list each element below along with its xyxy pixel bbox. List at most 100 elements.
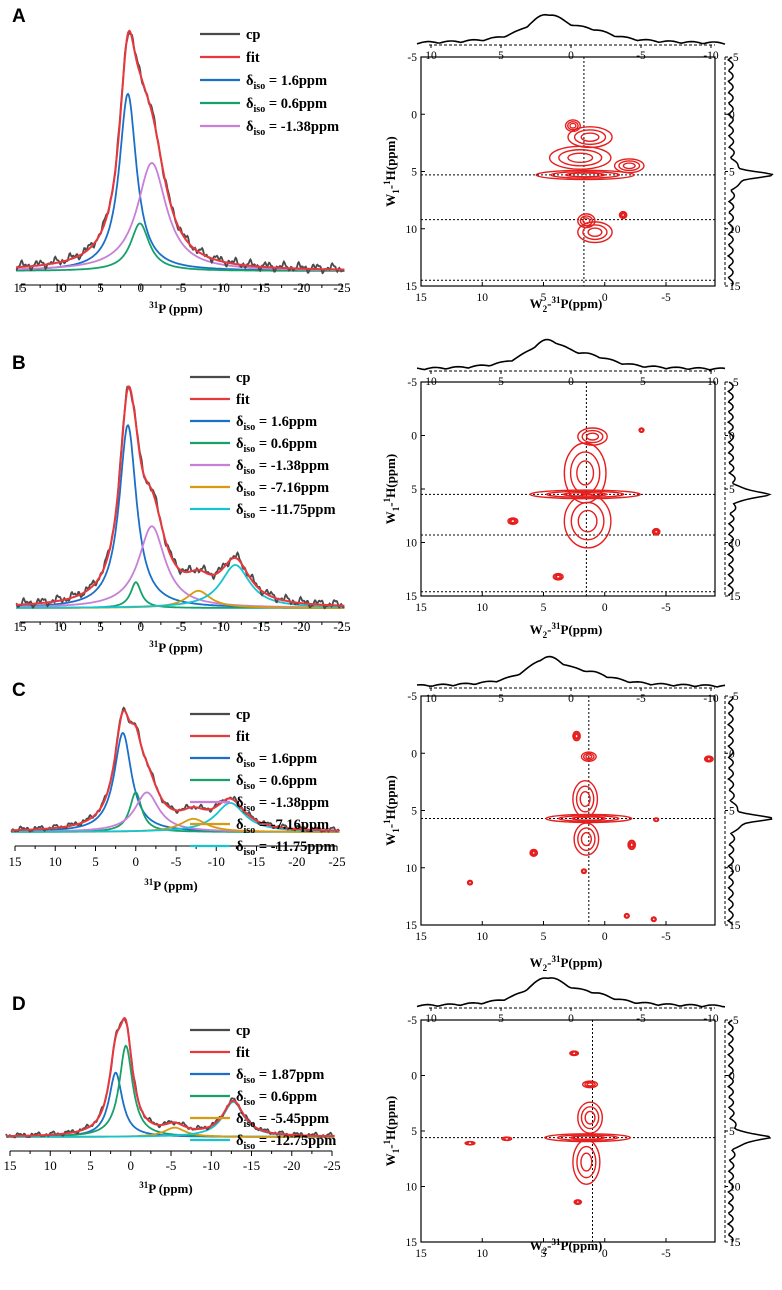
legend-value: = -12.75ppm: [255, 1133, 336, 1149]
x-axis-title-text: -: [547, 1238, 551, 1253]
y-tick-label: 0: [411, 748, 417, 760]
y-tick-label: 10: [406, 1182, 418, 1194]
top-tick-label: 5: [498, 50, 504, 62]
contour: [467, 880, 473, 885]
y-tick-label: 10: [406, 863, 418, 875]
right-tick-label: 0: [729, 431, 735, 443]
right-tick-label: 15: [729, 591, 741, 603]
delta-subscript: iso: [244, 466, 256, 477]
contour: [576, 460, 595, 486]
x-axis-title-text: W: [530, 955, 543, 970]
y-axis-title-text: W: [383, 833, 398, 846]
contour: [652, 528, 660, 535]
x-axis-title-sub: 2: [543, 963, 548, 973]
y-axis-title-text: W: [383, 1153, 398, 1166]
y-axis-title-2d: W1-1H(ppm): [382, 1096, 401, 1166]
x-tick-label: -5: [661, 931, 671, 943]
right-projection: [726, 381, 772, 597]
top-tick-label: -10: [703, 50, 719, 62]
delta-symbol: δ: [246, 119, 254, 135]
contour: [580, 132, 600, 142]
contour: [558, 815, 620, 823]
delta-symbol: δ: [246, 96, 254, 112]
contour: [562, 491, 608, 497]
contour: [579, 791, 591, 808]
legend-value: = -7.16ppm: [255, 480, 329, 496]
contour: [558, 149, 603, 167]
legend-label: δiso = -1.38ppm: [236, 458, 329, 477]
contour: [585, 432, 600, 441]
y-tick-label: 5: [411, 1126, 417, 1138]
y-axis-title-sup: 1: [382, 1139, 392, 1144]
legend-value: = -7.16ppm: [255, 817, 329, 833]
x-axis-title-2d: W2-31P(ppm): [530, 295, 603, 314]
x-tick-label: 5: [97, 280, 104, 295]
top-tick-label: 0: [568, 376, 574, 388]
y-tick-label: 10: [406, 538, 418, 550]
right-tick-label: 15: [729, 920, 741, 932]
x-tick-label: -25: [333, 619, 350, 634]
x-axis-title-sup: 31: [551, 954, 561, 964]
right-tick-label: 10: [729, 224, 741, 236]
contour: [572, 730, 581, 742]
x-tick-label: 10: [477, 931, 489, 943]
legend-value: = 0.6ppm: [255, 773, 317, 789]
y-tick-label: -5: [407, 377, 417, 389]
contour: [555, 574, 561, 579]
x-tick-label: -5: [661, 602, 671, 614]
legend-label: δiso = -7.16ppm: [236, 480, 329, 499]
contour: [510, 518, 516, 524]
y-tick-label: 10: [406, 224, 418, 236]
panel-label: D: [12, 994, 26, 1015]
y-tick-label: 0: [411, 431, 417, 443]
x-axis-title-2d: W2-31P(ppm): [530, 954, 603, 973]
x-tick-label: 10: [477, 292, 489, 304]
top-tick-label: 0: [568, 693, 574, 705]
contour: [554, 573, 563, 580]
contour: [580, 832, 592, 847]
contour: [581, 868, 587, 874]
contour: [629, 842, 634, 848]
legend-label: δiso = -7.16ppm: [236, 817, 329, 836]
delta-symbol: δ: [236, 1067, 244, 1083]
right-tick-label: 10: [729, 538, 741, 550]
x-tick-label: 15: [415, 931, 427, 943]
contour: [618, 210, 628, 220]
contour: [552, 572, 564, 581]
component-peak-2: [16, 162, 345, 271]
contour: [587, 227, 603, 238]
delta-subscript: iso: [244, 1075, 256, 1086]
x-axis-title-2d: W2-31P(ppm): [530, 621, 603, 640]
y-axis-title-sub: 1: [391, 506, 401, 511]
right-tick-label: 5: [729, 806, 735, 818]
delta-subscript: iso: [244, 1097, 256, 1108]
x-axis-title-sup: 31: [149, 300, 159, 310]
delta-symbol: δ: [236, 839, 244, 855]
x-axis-title-sup: 31: [551, 1237, 561, 1247]
y-tick-label: 5: [411, 167, 417, 179]
delta-subscript: iso: [244, 422, 256, 433]
contour: [584, 1110, 596, 1125]
x-tick-label: -10: [213, 619, 230, 634]
delta-subscript: iso: [244, 510, 256, 521]
x-axis-1d: 15 10 5 0 -5 -10 -15 -20 -25 31P (ppm): [4, 1150, 341, 1196]
panel-label: C: [12, 680, 26, 701]
x-tick-label: 5: [87, 1158, 94, 1173]
legend-value: = 0.6ppm: [255, 436, 317, 452]
legend-label: δiso = -11.75ppm: [236, 502, 336, 521]
right-tick-label: -5: [729, 691, 739, 703]
x-tick-label: 15: [415, 602, 427, 614]
x-axis-title-sup: 31: [139, 1180, 149, 1190]
x-tick-label: 15: [4, 1158, 17, 1173]
right-tick-label: -5: [729, 1015, 739, 1027]
top-tick-label: 5: [498, 376, 504, 388]
x-tick-label: -5: [661, 292, 671, 304]
contour: [579, 215, 594, 227]
legend-value: = -1.38ppm: [255, 795, 329, 811]
legend-label: δiso = -5.45ppm: [236, 1111, 329, 1130]
x-axis-title-text: P(ppm): [560, 296, 602, 311]
top-tick-label: 10: [425, 50, 437, 62]
